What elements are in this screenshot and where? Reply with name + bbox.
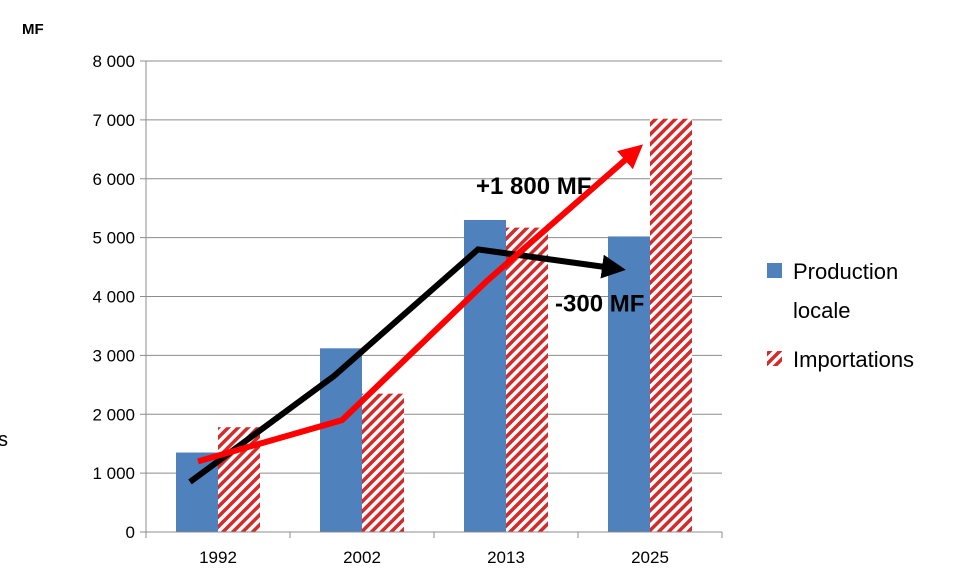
bar-importations [362, 393, 404, 532]
bar-importations [506, 227, 548, 532]
legend-label-production-locale-line2: locale [793, 298, 850, 323]
axes [140, 60, 723, 538]
trend-lines [188, 144, 644, 485]
trend-line-production [188, 246, 626, 485]
legend-swatch-production-locale [767, 263, 782, 278]
y-tick-label: 1 000 [92, 464, 135, 483]
legend-label-importations: Importations [793, 347, 914, 372]
y-tick-label: 4 000 [92, 288, 135, 307]
legend-swatch-importations [767, 351, 782, 366]
labels: 0 1 000 2 000 3 000 4 000 5 000 6 000 7 000 8 00… [0, 21, 669, 567]
annotation-production-delta: -300 MF [555, 291, 644, 318]
x-tick-label: 1992 [199, 548, 237, 567]
unit-label: MF [22, 21, 44, 38]
bar-production-locale [320, 348, 362, 532]
x-tick-label: 2002 [343, 548, 381, 567]
y-tick-label: 2 000 [92, 405, 135, 424]
bar-importations [650, 118, 692, 532]
bar-production-locale [608, 236, 650, 532]
x-tick-label: 2025 [631, 548, 669, 567]
legend: Production locale Importations [767, 259, 914, 372]
gridlines [146, 60, 722, 474]
y-tick-label: 5 000 [92, 229, 135, 248]
x-tick-label: 2013 [487, 548, 525, 567]
edge-text: s [0, 429, 8, 451]
bars [176, 118, 692, 532]
trend-line-importations [197, 144, 644, 465]
y-tick-label: 0 [126, 523, 135, 542]
y-tick-label: 8 000 [92, 52, 135, 71]
annotation-importations-delta: +1 800 MF [476, 173, 591, 200]
y-tick-label: 6 000 [92, 170, 135, 189]
y-tick-label: 3 000 [92, 346, 135, 365]
legend-label-production-locale-line1: Production [793, 259, 898, 284]
y-tick-label: 7 000 [92, 111, 135, 130]
